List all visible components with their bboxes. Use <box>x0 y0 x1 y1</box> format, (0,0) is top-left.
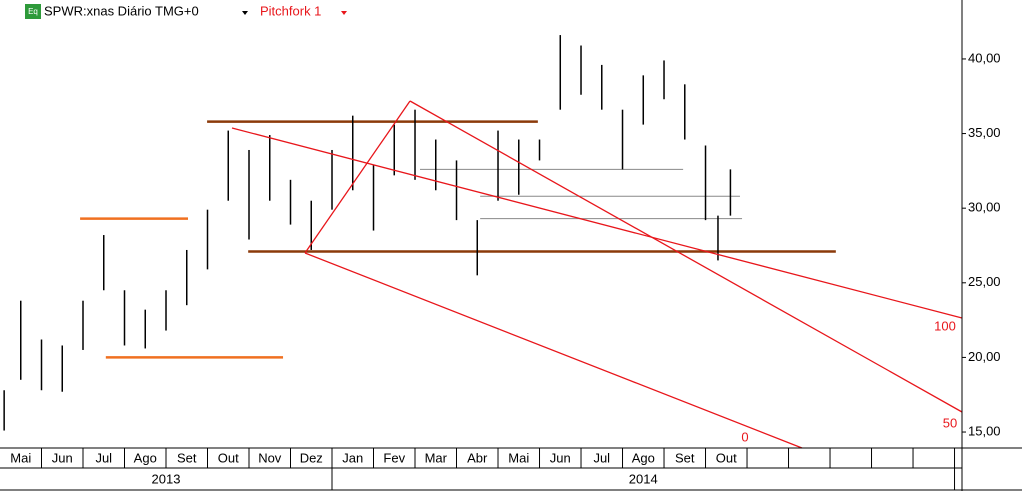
x-tick-label: Nov <box>258 450 282 465</box>
tool-label[interactable]: Pitchfork 1 <box>260 3 321 18</box>
x-tick-label: Mai <box>508 450 529 465</box>
chart-title[interactable]: SPWR:xnas Diário TMG+0 <box>44 3 199 18</box>
x-tick-label: Jul <box>593 450 610 465</box>
pitchfork-line <box>231 127 963 319</box>
pitchfork-line <box>304 252 803 449</box>
x-tick-label: Out <box>716 450 737 465</box>
pitchfork <box>231 100 963 449</box>
y-tick-label: 30,00 <box>968 200 1001 215</box>
pitchfork-line <box>409 100 963 413</box>
y-tick-label: 40,00 <box>968 50 1001 65</box>
x-tick-label: Set <box>177 450 197 465</box>
x-tick-label: Mai <box>10 450 31 465</box>
y-tick-label: 15,00 <box>968 423 1001 438</box>
x-tick-label: Set <box>675 450 695 465</box>
x-tick-label: Ago <box>134 450 157 465</box>
x-tick-label: Out <box>218 450 239 465</box>
y-tick-label: 25,00 <box>968 274 1001 289</box>
year-label: 2014 <box>629 471 658 486</box>
dropdown-arrow[interactable] <box>341 11 347 15</box>
x-tick-label: Jun <box>52 450 73 465</box>
x-tick-label: Jun <box>550 450 571 465</box>
y-tick-label: 35,00 <box>968 125 1001 140</box>
y-tick-label: 20,00 <box>968 349 1001 364</box>
pitchfork-label: 0 <box>741 429 748 444</box>
x-tick-label: Jan <box>342 450 363 465</box>
dropdown-arrow[interactable] <box>242 11 248 15</box>
pitchfork-label: 100 <box>934 318 956 333</box>
icon-label: Eq <box>28 7 38 16</box>
pitchfork-label: 50 <box>943 415 957 430</box>
x-tick-label: Ago <box>632 450 655 465</box>
x-tick-label: Jul <box>95 450 112 465</box>
year-label: 2013 <box>152 471 181 486</box>
symbol-icon[interactable] <box>25 4 41 19</box>
x-tick-label: Mar <box>425 450 448 465</box>
x-tick-label: Abr <box>467 450 488 465</box>
pitchfork-handle <box>304 100 411 254</box>
x-tick-label: Fev <box>383 450 405 465</box>
x-tick-label: Dez <box>300 450 323 465</box>
plot-area <box>3 35 836 431</box>
